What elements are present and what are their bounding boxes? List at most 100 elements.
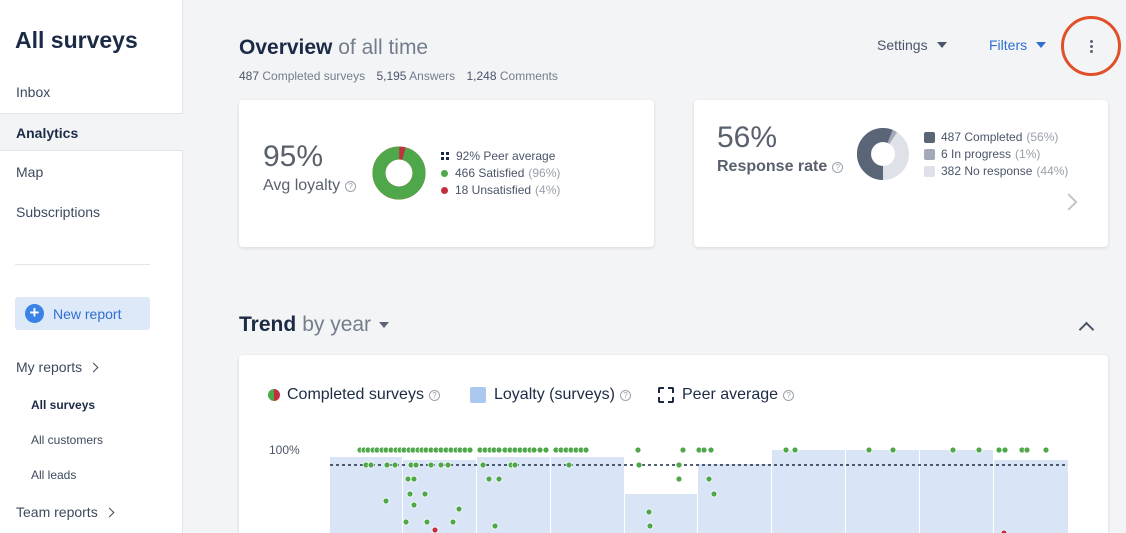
team-reports-label: Team reports — [16, 504, 98, 520]
survey-point[interactable] — [705, 475, 713, 483]
survey-point[interactable] — [700, 446, 708, 454]
title-bold: Overview — [239, 36, 333, 59]
help-icon[interactable]: ? — [428, 389, 440, 401]
team-reports-toggle[interactable]: Team reports — [16, 504, 115, 520]
settings-button[interactable]: Settings — [877, 37, 947, 53]
survey-point[interactable] — [410, 501, 418, 509]
report-all-customers[interactable]: All customers — [31, 433, 104, 447]
survey-point[interactable] — [455, 505, 463, 513]
loyalty-bar[interactable] — [625, 494, 697, 533]
survey-point[interactable] — [383, 461, 391, 469]
my-reports-label: My reports — [16, 359, 83, 375]
survey-point[interactable] — [412, 461, 420, 469]
page-title: Overview of all time — [239, 36, 428, 60]
survey-point[interactable] — [889, 446, 897, 454]
sidebar-item-map[interactable]: Map — [16, 164, 44, 180]
response-card[interactable]: 56% Response rate ? 487 Completed (56%) … — [694, 100, 1108, 247]
help-icon[interactable]: ? — [345, 180, 357, 192]
survey-point[interactable] — [402, 518, 410, 526]
loyalty-bar[interactable] — [330, 457, 402, 533]
survey-point[interactable] — [582, 446, 590, 454]
survey-point[interactable] — [406, 490, 414, 498]
survey-point[interactable] — [645, 508, 653, 516]
survey-point[interactable] — [485, 475, 493, 483]
unsatisfied-dot-icon — [441, 186, 448, 194]
survey-point[interactable] — [1023, 446, 1031, 454]
survey-point[interactable] — [675, 475, 683, 483]
filters-button[interactable]: Filters — [989, 37, 1047, 53]
loyalty-bar[interactable] — [551, 457, 624, 533]
sidebar: All surveys Inbox Analytics Map Subscrip… — [0, 0, 183, 533]
survey-point[interactable] — [865, 446, 873, 454]
survey-point[interactable] — [530, 446, 538, 454]
loyalty-bar[interactable] — [772, 450, 845, 533]
survey-point[interactable] — [421, 490, 429, 498]
sidebar-item-subscriptions[interactable]: Subscriptions — [16, 204, 101, 220]
survey-point[interactable] — [410, 475, 418, 483]
legend-loyalty-surveys[interactable]: Loyalty (surveys) ? — [470, 386, 631, 404]
survey-point[interactable] — [675, 461, 683, 469]
loyalty-bar[interactable] — [846, 450, 919, 533]
survey-point[interactable] — [975, 446, 983, 454]
survey-point[interactable] — [646, 522, 654, 530]
survey-point[interactable] — [536, 446, 544, 454]
survey-point[interactable] — [404, 475, 412, 483]
loyalty-bar[interactable] — [477, 457, 550, 533]
survey-point[interactable] — [635, 461, 643, 469]
more-options-button[interactable] — [1061, 16, 1121, 76]
legend-peer-average-line[interactable]: Peer average ? — [658, 386, 795, 404]
survey-point[interactable] — [565, 461, 573, 469]
survey-point[interactable] — [491, 522, 499, 530]
survey-point[interactable] — [634, 446, 642, 454]
title-light: of all time — [338, 36, 429, 59]
survey-point[interactable] — [466, 446, 474, 454]
survey-point[interactable] — [391, 461, 399, 469]
survey-point[interactable] — [679, 446, 687, 454]
my-reports-toggle[interactable]: My reports — [16, 359, 99, 375]
report-all-leads[interactable]: All leads — [31, 468, 77, 482]
survey-point[interactable] — [782, 446, 790, 454]
sidebar-item-inbox[interactable]: Inbox — [16, 84, 51, 100]
survey-point[interactable] — [1042, 446, 1050, 454]
survey-point[interactable] — [710, 490, 718, 498]
legend-completed-surveys[interactable]: Completed surveys ? — [268, 386, 440, 404]
survey-point[interactable] — [367, 461, 375, 469]
survey-point[interactable] — [437, 461, 445, 469]
report-all-surveys[interactable]: All surveys — [31, 398, 96, 412]
survey-point[interactable] — [1001, 446, 1009, 454]
legend-satisfied: 466 Satisfied (96%) — [441, 166, 560, 180]
survey-point[interactable] — [427, 461, 435, 469]
in-progress-square-icon — [924, 148, 935, 160]
loyalty-bar[interactable] — [994, 460, 1068, 533]
survey-point[interactable] — [423, 518, 431, 526]
survey-point[interactable] — [431, 526, 439, 533]
caret-down-icon — [1036, 42, 1047, 48]
sidebar-item-analytics[interactable]: Analytics — [0, 113, 183, 151]
trend-title-dropdown[interactable]: Trend by year — [239, 313, 390, 337]
help-icon[interactable]: ? — [832, 161, 844, 173]
survey-point[interactable] — [995, 446, 1003, 454]
help-icon[interactable]: ? — [619, 389, 631, 401]
satisfied-dot-icon — [441, 169, 448, 177]
survey-point[interactable] — [444, 461, 452, 469]
loyalty-bar[interactable] — [698, 464, 771, 533]
legend-unsatisfied: 18 Unsatisfied (4%) — [441, 183, 560, 197]
stat-comments: 1,248 Comments — [466, 69, 558, 83]
survey-point[interactable] — [511, 461, 519, 469]
survey-point[interactable] — [495, 446, 503, 454]
help-icon[interactable]: ? — [783, 389, 795, 401]
no-response-square-icon — [924, 165, 935, 177]
survey-point[interactable] — [479, 461, 487, 469]
survey-point[interactable] — [1000, 529, 1008, 533]
survey-point[interactable] — [949, 446, 957, 454]
legend-no-response: 382 No response (44%) — [924, 164, 1068, 178]
survey-point[interactable] — [495, 475, 503, 483]
loyalty-bar[interactable] — [920, 450, 993, 533]
loyalty-bar[interactable] — [403, 460, 476, 533]
survey-point[interactable] — [449, 518, 457, 526]
survey-point[interactable] — [382, 497, 390, 505]
survey-point[interactable] — [707, 446, 715, 454]
survey-point[interactable] — [542, 446, 550, 454]
survey-point[interactable] — [791, 446, 799, 454]
new-report-button[interactable]: + New report — [15, 297, 150, 330]
